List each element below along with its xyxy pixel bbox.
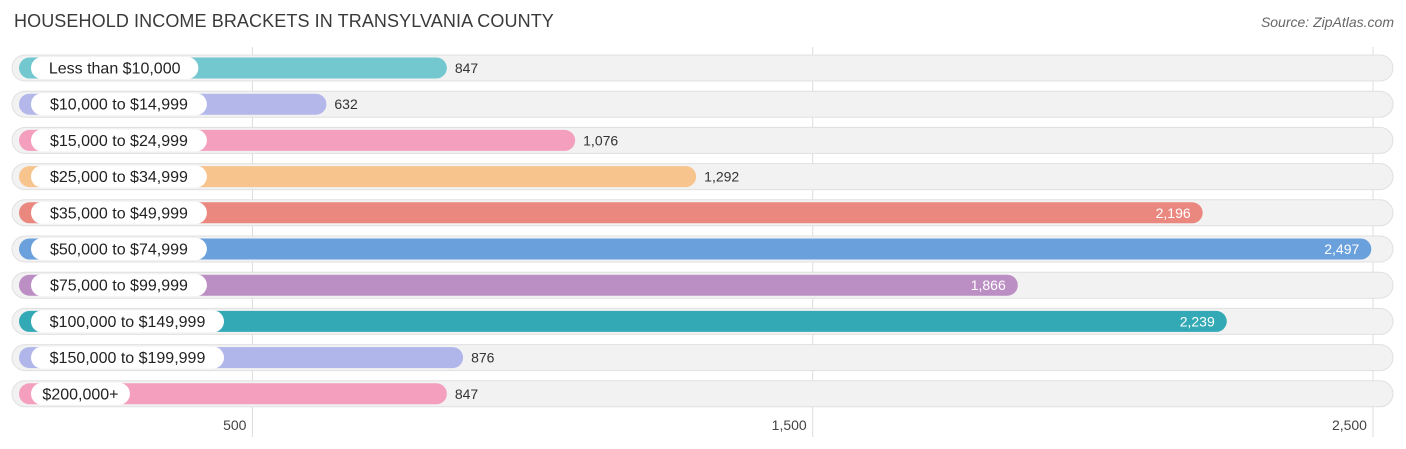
category-pill (31, 238, 207, 260)
category-label: $100,000 to $149,999 (50, 314, 206, 331)
bar (19, 202, 1203, 224)
value-label: 2,196 (1156, 205, 1191, 221)
bar (19, 274, 1018, 296)
bar-row: $200,000+ 847 (11, 380, 1394, 408)
x-tick-label: 500 (223, 417, 247, 433)
category-label: Less than $10,000 (49, 61, 181, 78)
bar-row: $10,000 to $14,999 632 (11, 90, 1394, 118)
category-pill (31, 201, 207, 224)
bar-row: $100,000 to $149,999 2,239 (11, 307, 1394, 335)
category-pill (31, 57, 199, 79)
category-pill (31, 382, 130, 405)
x-tick-label: 2,500 (1332, 417, 1367, 433)
category-label: $35,000 to $49,999 (50, 205, 188, 222)
x-tick-label: 1,500 (772, 417, 807, 433)
category-label: $50,000 to $74,999 (50, 242, 188, 259)
bar-row: $25,000 to $34,999 1,292 (11, 163, 1394, 191)
category-pill (31, 346, 224, 369)
chart-title: HOUSEHOLD INCOME BRACKETS IN TRANSYLVANI… (14, 11, 554, 31)
bar-row: $150,000 to $199,999 876 (11, 344, 1394, 372)
category-pill (31, 310, 224, 333)
category-pill (31, 129, 207, 152)
bar-rows: Less than $10,000 847 $10,000 to $14,999 63… (11, 54, 1394, 408)
value-label: 1,866 (971, 277, 1006, 293)
bar (19, 310, 1227, 332)
value-label: 847 (455, 60, 479, 76)
value-label: 2,239 (1180, 313, 1215, 329)
value-label: 2,497 (1324, 241, 1359, 257)
category-label: $150,000 to $199,999 (50, 350, 206, 367)
chart-source: Source: ZipAtlas.com (1260, 14, 1394, 30)
category-label: $15,000 to $24,999 (50, 133, 188, 150)
bar-row: Less than $10,000 847 (11, 54, 1394, 82)
value-label: 1,076 (583, 132, 618, 148)
category-label: $10,000 to $14,999 (50, 97, 188, 114)
value-label: 1,292 (704, 169, 739, 185)
category-label: $75,000 to $99,999 (50, 278, 188, 295)
value-label: 847 (455, 386, 479, 402)
x-axis-ticks: 500 1,500 2,500 (223, 417, 1367, 433)
bar-row: $15,000 to $24,999 1,076 (11, 126, 1394, 154)
category-label: $25,000 to $34,999 (50, 169, 188, 186)
value-label: 632 (334, 96, 358, 112)
bar-row: $75,000 to $99,999 1,866 (11, 271, 1394, 299)
category-pill (31, 274, 207, 297)
bar (19, 238, 1372, 260)
bar-row: $35,000 to $49,999 2,196 (11, 199, 1394, 227)
category-pill (31, 93, 207, 116)
value-label: 876 (471, 350, 495, 366)
category-pill (31, 165, 207, 188)
bar-row: $50,000 to $74,999 2,497 (11, 235, 1394, 263)
bar-track (11, 90, 1394, 118)
category-label: $200,000+ (42, 386, 118, 403)
